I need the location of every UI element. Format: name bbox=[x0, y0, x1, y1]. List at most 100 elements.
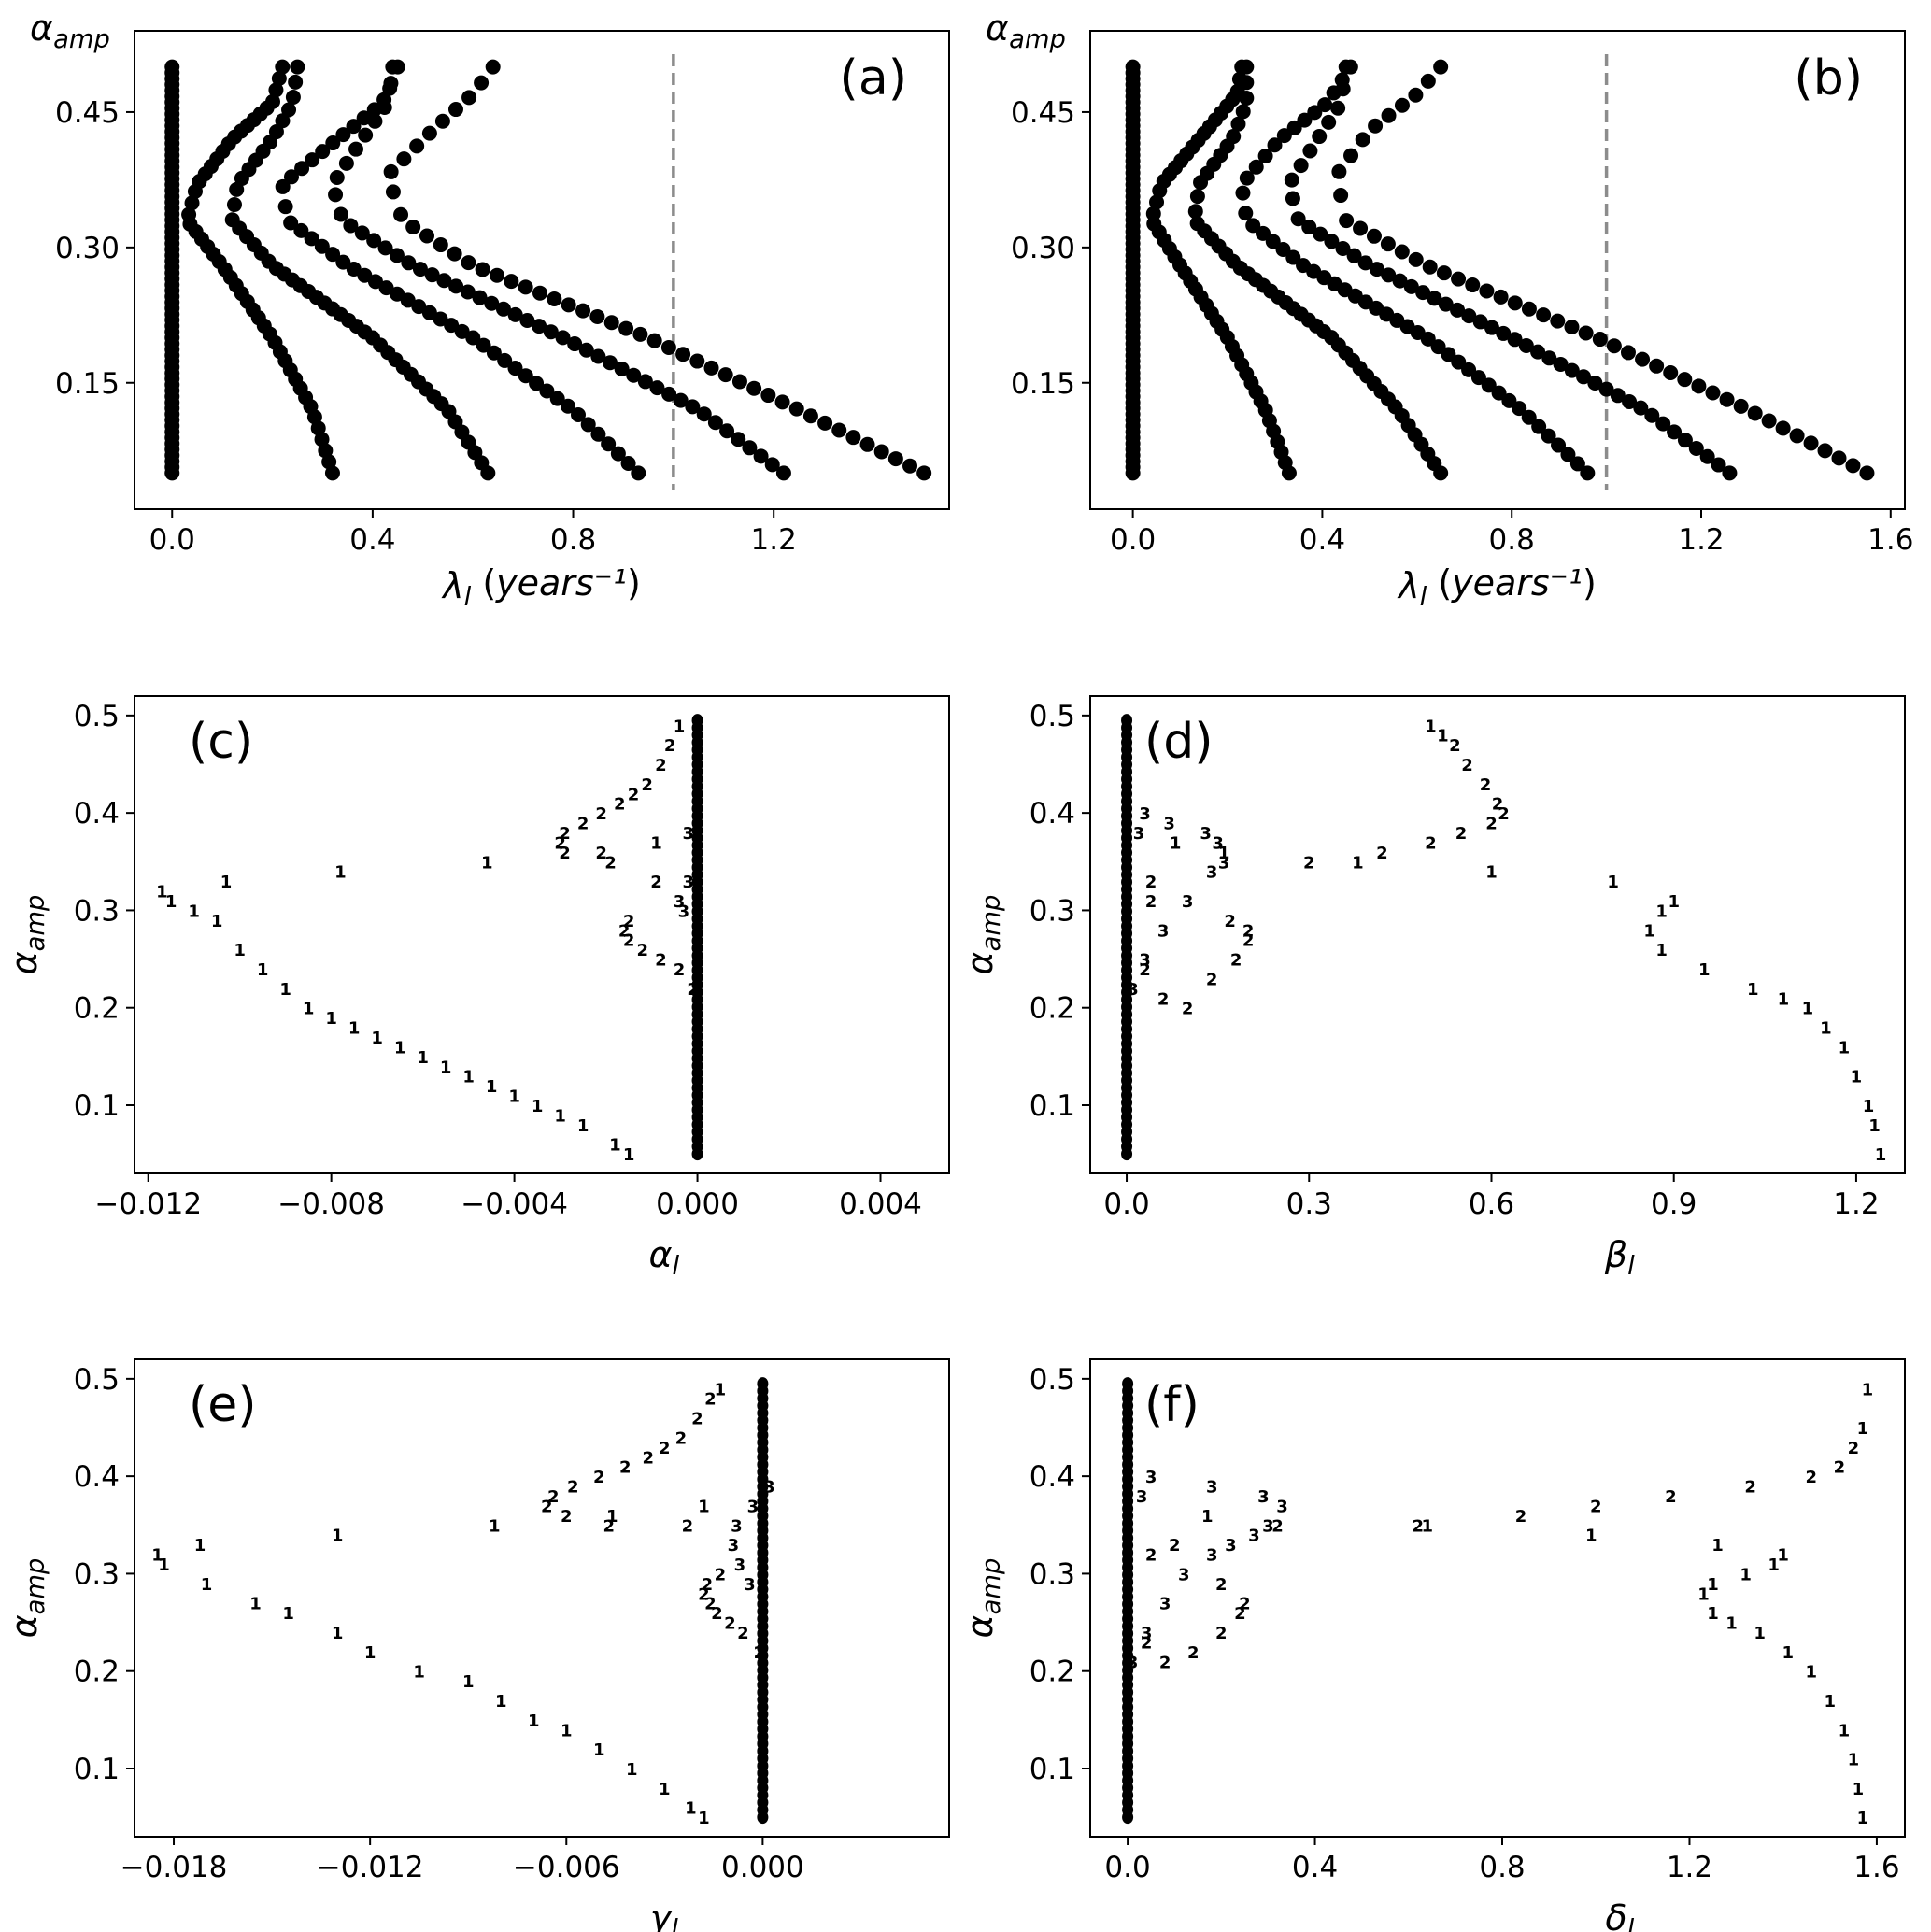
data-point-a bbox=[476, 337, 491, 353]
x-tick-label-f: 0.4 bbox=[1292, 1851, 1338, 1884]
data-point-d: 3 bbox=[1139, 804, 1151, 824]
data-point-a bbox=[277, 199, 293, 215]
data-point-b bbox=[1284, 172, 1299, 188]
data-point-a bbox=[518, 368, 533, 384]
data-point-d: 1 bbox=[1425, 717, 1437, 736]
y-axis-label-a: αamp bbox=[30, 7, 110, 54]
plot-frame-f bbox=[1089, 1358, 1906, 1838]
x-tick-label-c: 0.004 bbox=[839, 1187, 922, 1221]
data-point-b bbox=[1831, 450, 1847, 466]
data-point-b bbox=[1530, 344, 1546, 360]
data-point-a bbox=[614, 361, 630, 376]
data-point-e: 3 bbox=[731, 1516, 743, 1536]
data-point-e: 1 bbox=[528, 1712, 540, 1731]
data-point-b bbox=[1438, 296, 1454, 312]
data-point-c: 1 bbox=[279, 980, 291, 1000]
data-point-e: 2 bbox=[715, 1565, 727, 1584]
data-point-b bbox=[1688, 440, 1704, 456]
data-point-a bbox=[358, 127, 374, 143]
data-point-a bbox=[184, 195, 200, 211]
panel-letter-d: (d) bbox=[1144, 714, 1214, 770]
data-point-e: 2 bbox=[619, 1458, 632, 1478]
data-point-b bbox=[1285, 249, 1301, 265]
data-point-d: 3 bbox=[1157, 921, 1170, 941]
data-point-c: 2 bbox=[655, 756, 667, 775]
data-point-a bbox=[788, 401, 804, 417]
data-point-b bbox=[1301, 219, 1317, 234]
data-point-a bbox=[283, 169, 299, 185]
data-point-b bbox=[1569, 456, 1585, 472]
data-point-f: 3 bbox=[1127, 1653, 1139, 1672]
data-point-a bbox=[281, 102, 297, 118]
data-point-b bbox=[1239, 170, 1255, 186]
data-point-a bbox=[382, 80, 398, 96]
data-point-e: 1 bbox=[413, 1663, 425, 1683]
panel-b: 0.0 0.4 0.8 1.2 1.6 0.15 0.30 0.45 λl (years⁻¹) α… bbox=[986, 7, 1913, 612]
data-point-b bbox=[1635, 351, 1651, 367]
data-point-b bbox=[1392, 273, 1408, 289]
data-point-b bbox=[1775, 420, 1791, 436]
data-point-a bbox=[707, 415, 723, 431]
data-point-f: 2 bbox=[1744, 1478, 1756, 1498]
data-point-a bbox=[224, 212, 240, 228]
data-point-b bbox=[1239, 90, 1255, 106]
data-point-b bbox=[1312, 129, 1328, 145]
data-point-a bbox=[486, 345, 502, 361]
data-point-d: 1 bbox=[1607, 873, 1619, 892]
data-point-b bbox=[1578, 325, 1594, 341]
data-point-d: 2 bbox=[1230, 951, 1242, 971]
data-point-a bbox=[549, 391, 565, 406]
data-point-a bbox=[601, 436, 617, 452]
data-point-b bbox=[1353, 220, 1369, 236]
data-point-f: 2 bbox=[1834, 1458, 1846, 1478]
y-tick-label-d: 0.3 bbox=[1029, 894, 1075, 928]
y-tick-label-a: 0.15 bbox=[55, 367, 120, 401]
x-tick-label-f: 1.6 bbox=[1853, 1851, 1899, 1884]
data-point-a bbox=[419, 228, 434, 244]
x-tick-label-e: 0.000 bbox=[721, 1851, 804, 1884]
data-point-b bbox=[1470, 370, 1486, 386]
data-point-a bbox=[660, 339, 676, 355]
y-axis-label-b: αamp bbox=[986, 7, 1066, 54]
data-point-a bbox=[454, 323, 470, 339]
data-point-c: 1 bbox=[156, 883, 168, 902]
data-point-d: 2 bbox=[1492, 795, 1504, 815]
data-point-a bbox=[338, 155, 354, 171]
data-point-a bbox=[448, 278, 464, 294]
data-point-a bbox=[354, 225, 370, 241]
data-point-f: 1 bbox=[1725, 1614, 1738, 1634]
data-point-f: 2 bbox=[1145, 1546, 1157, 1566]
data-point-a bbox=[348, 141, 364, 157]
data-point-b bbox=[1479, 283, 1495, 299]
data-point-c: 1 bbox=[674, 717, 686, 736]
data-point-e: 2 bbox=[704, 1595, 717, 1614]
y-tick-label-a: 0.45 bbox=[55, 96, 120, 130]
data-point-b bbox=[1369, 262, 1384, 277]
data-point-b bbox=[1394, 244, 1410, 260]
data-point-a bbox=[164, 59, 180, 75]
data-point-e: 2 bbox=[659, 1439, 671, 1458]
data-point-b bbox=[1321, 114, 1337, 130]
data-point-b bbox=[1335, 240, 1351, 256]
y-tick-label-b: 0.15 bbox=[1011, 367, 1075, 401]
data-point-d: 2 bbox=[1145, 892, 1157, 912]
data-point-f: 3 bbox=[1178, 1565, 1190, 1584]
data-point-e: 2 bbox=[603, 1516, 616, 1536]
data-point-e: 2 bbox=[547, 1487, 560, 1507]
data-point-b bbox=[1235, 104, 1251, 120]
data-point-c: 2 bbox=[687, 980, 699, 1000]
data-point-c: 3 bbox=[691, 844, 703, 863]
data-point-a bbox=[385, 59, 401, 75]
data-point-a bbox=[673, 392, 689, 408]
data-point-d: 2 bbox=[1242, 921, 1255, 941]
data-point-b bbox=[1711, 457, 1726, 473]
data-point-f: 3 bbox=[1159, 1595, 1171, 1614]
data-point-a bbox=[405, 219, 421, 234]
data-point-b bbox=[1610, 388, 1626, 404]
data-point-a bbox=[567, 336, 583, 352]
data-point-f: 1 bbox=[1782, 1643, 1794, 1663]
data-point-e: 2 bbox=[702, 1575, 714, 1595]
data-point-d: 1 bbox=[1170, 833, 1182, 853]
data-point-a bbox=[343, 218, 359, 234]
data-point-b bbox=[1245, 218, 1261, 234]
